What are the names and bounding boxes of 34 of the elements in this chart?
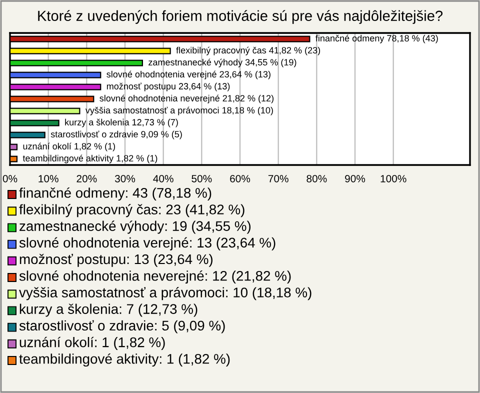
x-tick-label: 20% — [76, 174, 97, 182]
x-tick-label: 100% — [380, 174, 406, 182]
x-tick-label: 40% — [153, 174, 174, 182]
category-label: slovné ohodnotenia verejné 23,64 % (13) — [106, 70, 270, 80]
x-tick-label: 80% — [306, 174, 327, 182]
x-tick-label: 50% — [192, 174, 212, 182]
x-tick-label: 30% — [114, 174, 136, 182]
category-label: zamestnanecké výhody 34,55 % (19) — [148, 58, 296, 68]
text: teambildingové aktivity: 1 (1,82 %) — [19, 353, 230, 367]
x-tick-label: 60% — [230, 174, 250, 182]
text: finančné odmeny: 43 (78,18 %) — [19, 187, 212, 201]
x-tick-label: 10% — [38, 174, 58, 182]
category-label: teambildingové aktivity 1,82 % (1) — [22, 154, 158, 164]
text: flexibilný pracovný čas: 23 (41,82 %) — [19, 204, 244, 218]
chart-title: Ktoré z uvedených foriem motivácie sú pre vás najdôležitejšie? — [38, 10, 443, 24]
category-label: starostlivosť o zdravie 9,09 % (5) — [50, 130, 182, 140]
x-tick-label: 70% — [268, 174, 288, 182]
text: slovné ohodnotenia neverejné: 12 (21,82 %) — [19, 270, 291, 284]
text: možnosť postupu: 13 (23,64 %) — [20, 254, 212, 267]
category-label: kurzy a školenia 12,73 % (7) — [65, 118, 178, 128]
category-label: flexibilný pracovný čas 41,82 % (23) — [176, 46, 320, 56]
x-tick-label: 0% — [2, 174, 18, 182]
category-label: finančné odmeny 78,18 % (43) — [316, 34, 438, 44]
category-label: uznání okolí 1,82 % (1) — [23, 142, 116, 152]
text: kurzy a školenia: 7 (12,73 %) — [20, 304, 198, 317]
category-label: slovné ohodnotenia neverejné 21,82 % (12) — [100, 94, 274, 104]
text: uznání okolí: 1 (1,82 %) — [20, 336, 165, 350]
text: starostlivosť o zdravie: 5 (9,09 %) — [19, 320, 225, 334]
text: zamestnanecké výhody: 19 (34,55 %) — [20, 220, 251, 234]
category-label: vyššia samostatnosť a právomoci 18,18 % (10) — [85, 106, 273, 116]
text: vyššia samostatnosť a právomoci: 10 (18,18 %) — [19, 287, 312, 300]
text: slovné ohodnotenia verejné: 13 (23,64 %) — [19, 237, 276, 250]
x-tick-label: 90% — [345, 174, 366, 182]
category-label: možnosť postupu 23,64 % (13) — [106, 82, 230, 92]
